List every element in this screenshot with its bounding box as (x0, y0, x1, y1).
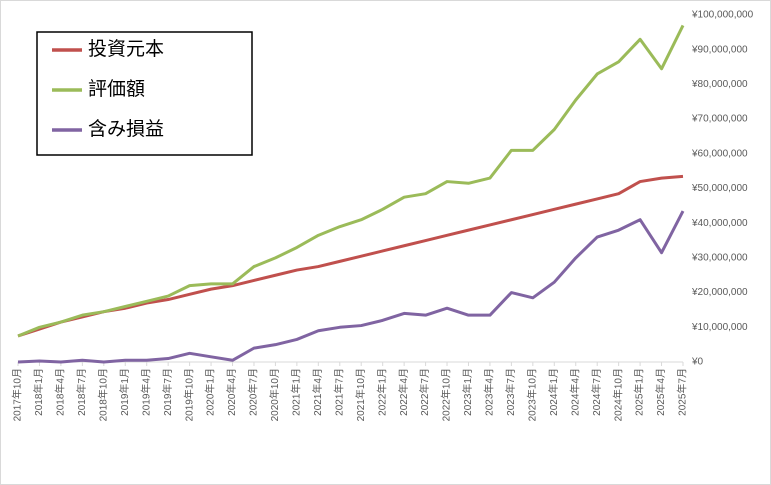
x-tick-label: 2020年1月 (204, 368, 217, 416)
x-tick-label: 2024年10月 (611, 368, 624, 421)
y-tick-label: ¥90,000,000 (691, 44, 748, 55)
y-tick-label: ¥100,000,000 (691, 10, 754, 21)
y-tick-label: ¥10,000,000 (691, 322, 748, 333)
y-tick-label: ¥0 (691, 357, 704, 368)
x-tick-label: 2020年10月 (268, 368, 281, 421)
x-tick-label: 2023年10月 (525, 368, 538, 421)
legend-label: 投資元本 (88, 38, 164, 60)
x-tick-label: 2025年1月 (633, 368, 646, 416)
x-tick-label: 2018年10月 (96, 368, 109, 421)
x-tick-label: 2018年1月 (32, 368, 45, 416)
x-tick-label: 2021年1月 (290, 368, 303, 416)
x-tick-label: 2017年10月 (11, 368, 24, 421)
x-tick-label: 2023年4月 (483, 368, 496, 416)
legend-box (36, 31, 253, 156)
y-tick-label: ¥70,000,000 (691, 114, 748, 125)
x-tick-label: 2024年7月 (590, 368, 603, 416)
y-tick-label: ¥80,000,000 (691, 79, 748, 90)
legend-label: 含み損益 (88, 118, 164, 140)
x-tick-label: 2024年4月 (568, 368, 581, 416)
x-tick-label: 2025年7月 (676, 368, 689, 416)
x-tick-label: 2025年4月 (654, 368, 667, 416)
series-line (17, 174, 684, 338)
x-tick-label: 2021年10月 (354, 368, 367, 421)
x-tick-label: 2022年1月 (375, 368, 388, 416)
legend (36, 31, 253, 156)
x-tick-label: 2021年7月 (332, 368, 345, 416)
x-tick-label: 2019年1月 (118, 368, 131, 416)
x-tick-label: 2019年7月 (161, 368, 174, 416)
x-tick-label: 2020年7月 (247, 368, 260, 416)
x-tick-label: 2023年1月 (461, 368, 474, 416)
series-line (17, 210, 685, 364)
y-tick-label: ¥40,000,000 (691, 218, 748, 229)
y-tick-label: ¥50,000,000 (691, 183, 748, 194)
x-tick-label: 2018年4月 (54, 368, 67, 416)
x-tick-label: 2024年1月 (547, 368, 560, 416)
x-tick-label: 2019年10月 (182, 368, 195, 421)
y-tick-label: ¥30,000,000 (691, 253, 748, 264)
series-line (17, 24, 685, 338)
y-tick-label: ¥20,000,000 (691, 287, 748, 298)
x-tick-label: 2022年10月 (440, 368, 453, 421)
x-tick-label: 2022年4月 (397, 368, 410, 416)
x-tick-label: 2019年4月 (139, 368, 152, 416)
x-tick-label: 2021年4月 (311, 368, 324, 416)
x-tick-label: 2020年4月 (225, 368, 238, 416)
legend-label: 評価額 (88, 78, 145, 100)
x-tick-label: 2018年7月 (75, 368, 88, 416)
y-tick-label: ¥60,000,000 (691, 148, 748, 159)
x-tick-label: 2022年7月 (418, 368, 431, 416)
x-tick-label: 2023年7月 (504, 368, 517, 416)
